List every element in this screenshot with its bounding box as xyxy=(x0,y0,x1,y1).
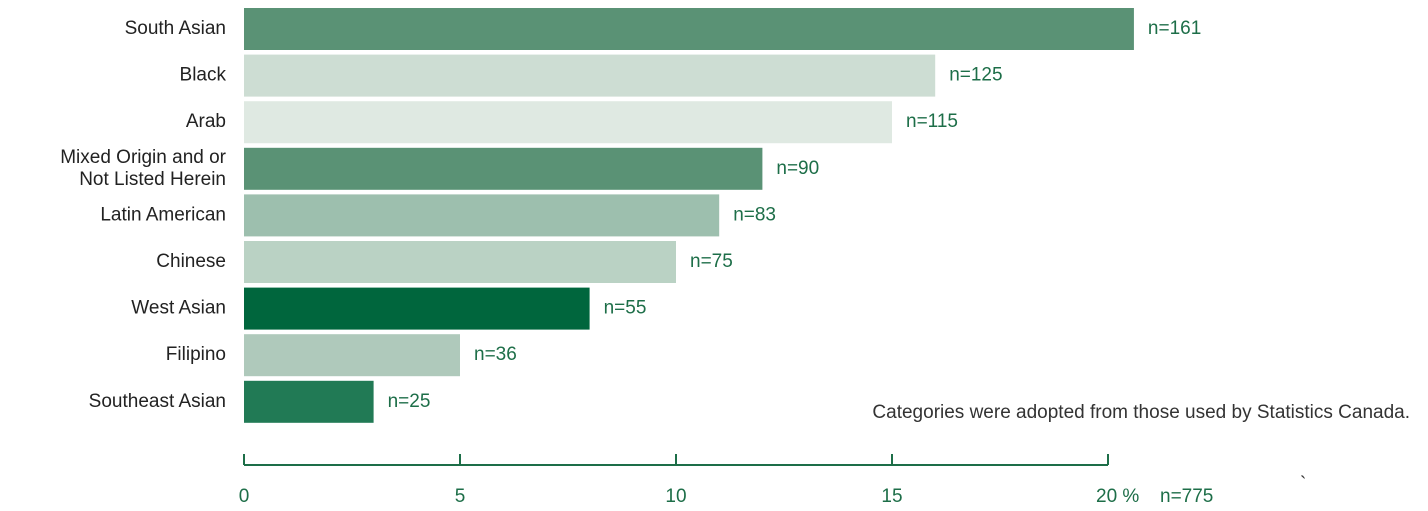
y-tick-label: Filipino xyxy=(166,344,226,365)
bar xyxy=(244,8,1134,50)
n-label: n=90 xyxy=(776,158,819,179)
x-tick-label: 15 xyxy=(881,486,902,507)
y-tick-label: Latin American xyxy=(100,204,226,225)
y-tick-label: South Asian xyxy=(125,18,226,39)
x-tick-label: 0 xyxy=(239,486,250,507)
x-tick-label: 20 % xyxy=(1096,486,1139,507)
n-label: n=36 xyxy=(474,344,517,365)
bar xyxy=(244,334,460,377)
label-line: Mixed Origin and or xyxy=(60,147,226,168)
bar xyxy=(244,54,936,97)
n-label: n=83 xyxy=(733,204,776,225)
bar xyxy=(244,194,720,237)
n-label: n=25 xyxy=(388,391,431,412)
y-tick-label: Southeast Asian xyxy=(89,391,226,412)
total-label: n=775 xyxy=(1160,486,1213,507)
n-label: n=125 xyxy=(949,65,1002,86)
y-tick-label: West Asian xyxy=(131,298,226,319)
n-label: n=75 xyxy=(690,251,733,272)
y-tick-label: Chinese xyxy=(156,251,226,272)
note: Categories were adopted from those used … xyxy=(872,402,1410,423)
n-label: n=55 xyxy=(604,298,647,319)
bar xyxy=(244,147,763,190)
x-tick-label: 10 xyxy=(665,486,686,507)
n-label: n=161 xyxy=(1148,18,1201,39)
x-tick-label: 5 xyxy=(455,486,466,507)
bar xyxy=(244,101,892,144)
y-tick-label: Arab xyxy=(186,111,226,132)
bar xyxy=(244,287,590,330)
label-line: Not Listed Herein xyxy=(79,169,226,190)
bar xyxy=(244,380,374,423)
bar xyxy=(244,241,676,283)
n-label: n=115 xyxy=(906,111,958,132)
y-tick-label: Black xyxy=(180,65,227,86)
stray-mark: ` xyxy=(1300,474,1306,495)
y-tick-label: Mixed Origin and or Not Listed Herein xyxy=(60,147,226,190)
